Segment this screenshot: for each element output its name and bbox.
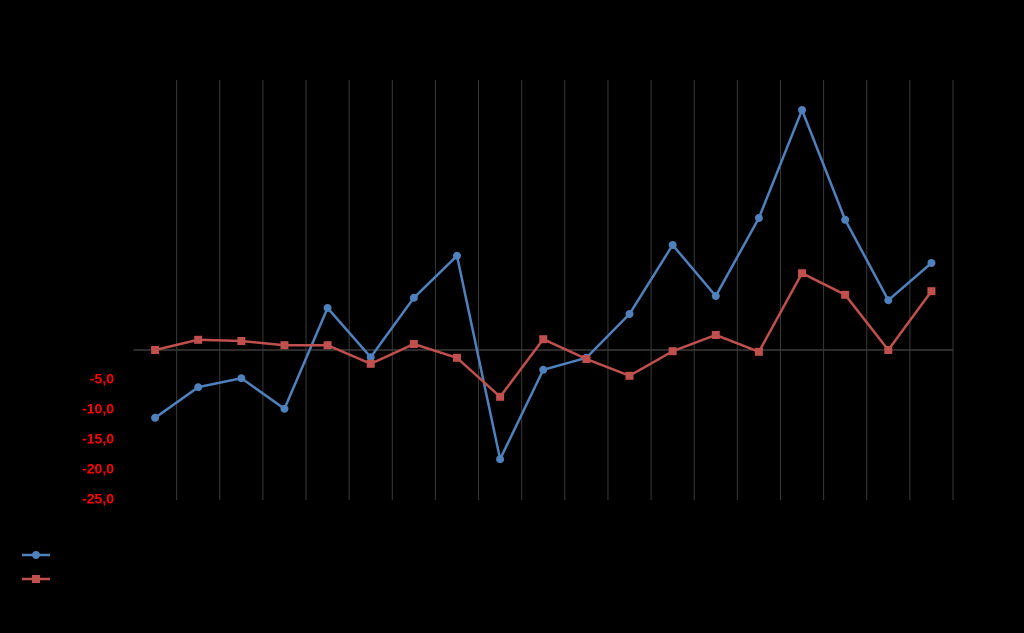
point: [798, 106, 807, 114]
point: [798, 269, 807, 278]
point: [452, 353, 461, 362]
point: [496, 455, 505, 464]
point: [409, 340, 418, 348]
point: [366, 353, 375, 362]
point: [366, 359, 375, 368]
point: [496, 392, 505, 401]
point: [927, 259, 936, 267]
point: [194, 383, 203, 392]
point: [927, 287, 936, 296]
point: [194, 335, 203, 344]
legend-marker: [32, 551, 40, 559]
point: [539, 335, 548, 344]
point: [409, 293, 418, 302]
series-line: [154, 271, 933, 399]
point: [711, 331, 720, 339]
point: [280, 341, 289, 350]
point: [237, 337, 246, 345]
y-tick-label: -20,0: [82, 461, 114, 477]
point: [625, 310, 634, 318]
point: [151, 346, 160, 354]
y-tick-label: -15,0: [82, 431, 114, 447]
point: [841, 290, 850, 299]
point: [884, 346, 893, 354]
point: [323, 304, 332, 312]
y-tick-label: -5,0: [90, 371, 114, 387]
point: [280, 404, 289, 413]
point: [625, 371, 634, 380]
point: [452, 251, 461, 260]
y-tick-label: -25,0: [82, 491, 114, 507]
point: [668, 241, 677, 249]
point: [539, 365, 548, 374]
y-tick-label: -10,0: [82, 401, 114, 417]
point: [884, 296, 893, 305]
point: [711, 292, 720, 300]
point: [668, 347, 677, 356]
point: [582, 355, 591, 363]
point: [754, 347, 763, 356]
point: [754, 214, 763, 222]
point: [151, 413, 160, 422]
point: [323, 341, 332, 350]
point: [841, 215, 850, 224]
series-line: [154, 106, 933, 464]
legend-marker: [32, 575, 40, 583]
point: [237, 374, 246, 383]
